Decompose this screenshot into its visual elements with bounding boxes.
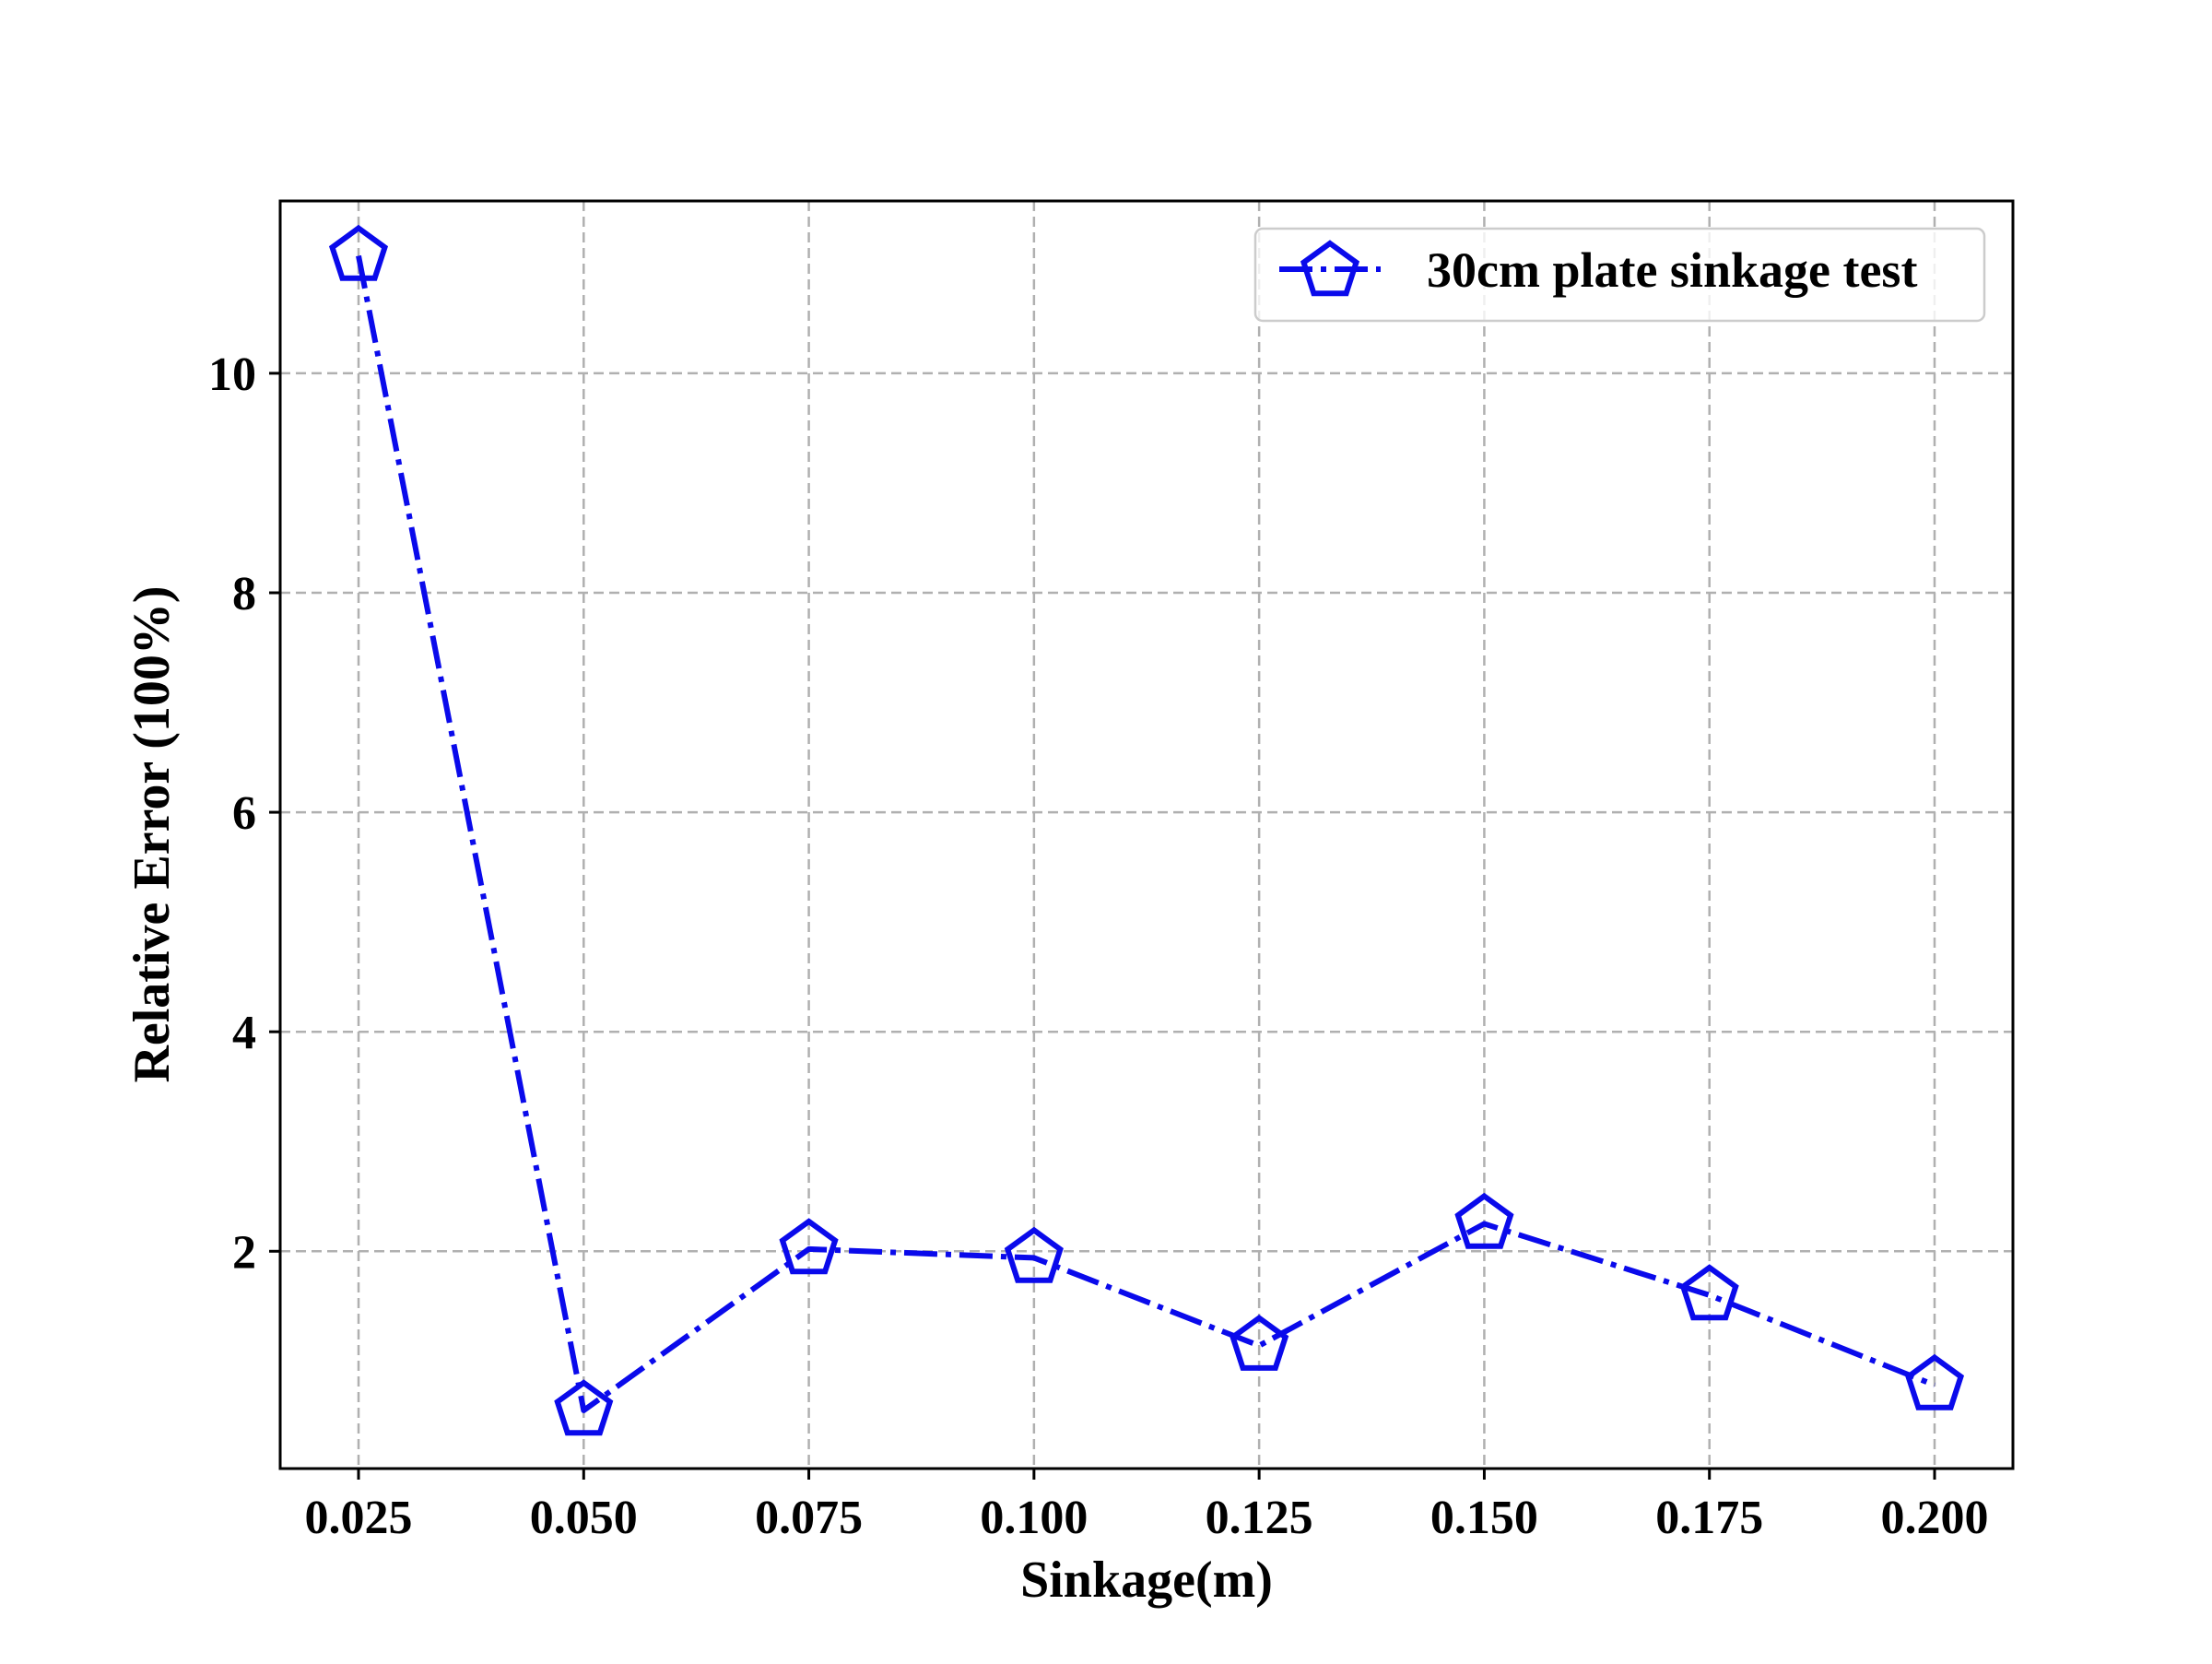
data-point-pentagon-marker <box>1454 1192 1514 1249</box>
data-point-pentagon-marker <box>779 1218 839 1275</box>
x-tick-label: 0.025 <box>305 1492 413 1544</box>
x-tick-label: 0.050 <box>530 1492 638 1544</box>
y-tick-label: 8 <box>232 568 256 620</box>
legend-box <box>1253 227 1986 323</box>
x-tick-label: 0.200 <box>1880 1492 1988 1544</box>
grid <box>280 201 2013 1469</box>
x-tick-label: 0.125 <box>1206 1492 1313 1544</box>
axis-ticks: 0.025 0.050 0.075 0.100 0.125 0.150 0.175 0.200… <box>208 348 1988 1544</box>
series-line <box>356 254 1936 1413</box>
x-tick-label: 0.100 <box>980 1492 1088 1544</box>
x-axis-label: Sinkage(m) <box>1020 1552 1273 1609</box>
series-layer <box>328 224 1965 1436</box>
y-tick-label: 6 <box>232 787 256 840</box>
data-point-pentagon-marker <box>1904 1353 1965 1410</box>
data-point-pentagon-marker <box>554 1379 614 1436</box>
x-tick-label: 0.175 <box>1655 1492 1763 1544</box>
y-tick-label: 4 <box>232 1007 256 1059</box>
data-point-pentagon-marker <box>1004 1226 1064 1283</box>
legend-marker-pentagon-icon <box>1300 240 1360 297</box>
plot-frame <box>278 199 2015 1470</box>
legend: 30cm plate sinkage test <box>1253 227 1986 323</box>
data-point-pentagon-marker <box>328 224 389 281</box>
y-tick-label: 10 <box>208 348 256 401</box>
y-axis-label: Relative Error (100%) <box>124 585 181 1082</box>
x-tick-label: 0.150 <box>1430 1492 1538 1544</box>
legend-label: 30cm plate sinkage test <box>1427 242 1917 298</box>
y-tick-label: 2 <box>232 1226 256 1279</box>
data-point-pentagon-marker <box>1230 1314 1289 1371</box>
x-tick-label: 0.075 <box>755 1492 863 1544</box>
data-point-pentagon-marker <box>1679 1264 1739 1321</box>
